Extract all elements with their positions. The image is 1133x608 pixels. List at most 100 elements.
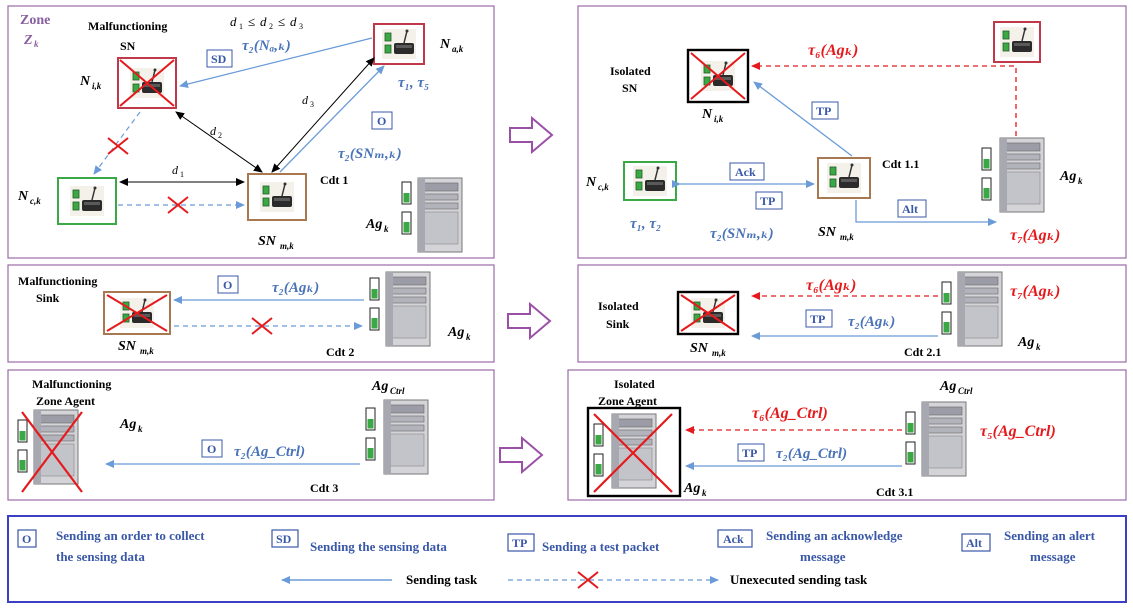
svg-text:2: 2: [269, 22, 273, 31]
zone-subscript: k: [34, 39, 39, 49]
svg-text:1: 1: [180, 170, 184, 179]
server-icon: [957, 271, 1003, 347]
nck-subscript: c,k: [30, 196, 41, 206]
node-sn-m-k: [103, 291, 171, 335]
cdt-11-label: Cdt 1.1: [882, 157, 919, 171]
agk-label: Ag: [1059, 169, 1076, 184]
distance-condition: d 1 ≤ d 2 ≤ d 3: [230, 14, 303, 31]
agk-subscript: k: [1036, 342, 1041, 352]
o-tag: O: [207, 442, 216, 456]
snm-subscript: m,k: [712, 348, 726, 358]
transition-arrow-icon: [507, 303, 551, 339]
isolated-label: Isolated: [614, 377, 655, 391]
cdt-3-label: Cdt 3: [310, 481, 338, 495]
nik-label: N: [701, 107, 713, 122]
zone-agent-failed: [17, 409, 83, 493]
node-n-c-k: [57, 177, 117, 225]
tau7-label: τ₇(Agₖ): [1010, 227, 1060, 244]
cdt-31-label: Cdt 3.1: [876, 485, 913, 499]
tp2-tag: TP: [760, 194, 775, 208]
d3-label: d: [302, 93, 309, 107]
tp-tag: TP: [816, 104, 831, 118]
transition-arrow-icon: [499, 437, 543, 473]
legend: O Sending an order to collect the sensin…: [7, 515, 1127, 603]
legend-alt-text-2: message: [1030, 549, 1076, 564]
malfunctioning-label: Malfunctioning: [88, 19, 167, 33]
ack-tag: Ack: [735, 165, 756, 179]
cdt-1-label: Cdt 1: [320, 173, 348, 187]
tau2-snm-label: τ₂(SNₘ,ₖ): [338, 146, 402, 162]
node-alert-target: [993, 21, 1041, 63]
malfunctioning-sn-label: SN: [120, 39, 136, 53]
legend-tp-tag: TP: [512, 536, 527, 550]
agctrl-subscript: Ctrl: [390, 386, 405, 396]
malfunctioning-label: Malfunctioning: [18, 274, 97, 288]
nck-label: N: [17, 189, 29, 204]
server-icon: [417, 177, 463, 253]
zone-label: Zone: [20, 13, 50, 28]
tau2-agctrl-label: τ₂(Ag_Ctrl): [234, 444, 305, 460]
svg-text:3: 3: [310, 100, 314, 109]
tau1-tau2-label: τ₁, τ₂: [630, 216, 661, 232]
o-tag: O: [223, 278, 232, 292]
node-n-c-k: [623, 161, 677, 201]
malfunctioning-sink-label: Sink: [36, 291, 60, 305]
snm-label: SN: [818, 225, 837, 240]
legend-ack-tag: Ack: [723, 532, 744, 546]
arrow-alt: [855, 200, 997, 226]
snm-label: SN: [690, 341, 709, 356]
nik-label: N: [79, 74, 91, 89]
node-n-a-k: [373, 23, 425, 65]
o-tag: O: [377, 114, 386, 128]
tau2-snm-label: τ₂(SNₘ,ₖ): [710, 226, 774, 242]
nak-label: N: [439, 37, 451, 52]
cdt-21-label: Cdt 2.1: [904, 345, 941, 359]
panel-isolated-zone-agent: Isolated Zone Agent Ag k Ag Ctrl Cdt 3.1…: [567, 369, 1127, 501]
agk-label: Ag: [447, 325, 464, 340]
snm-label: SN: [118, 339, 137, 354]
legend-o-text-2: the sensing data: [56, 549, 145, 564]
server-icon: [999, 137, 1045, 213]
nak-subscript: a,k: [452, 44, 464, 54]
tau5-label: τ₅(Ag_Ctrl): [980, 423, 1056, 440]
distance-condition-d1: d: [230, 14, 237, 29]
svg-text:≤: ≤: [248, 14, 255, 29]
legend-alt-tag: Alt: [966, 536, 982, 550]
legend-ack-text-1: Sending an acknowledge: [766, 528, 903, 543]
snm-subscript: m,k: [280, 241, 294, 251]
node-sn-m-k: [817, 157, 871, 199]
arrow-tp: [753, 81, 853, 157]
node-n-i-k: [117, 57, 177, 109]
node-sn-m-k: [247, 173, 307, 221]
malfunctioning-label: Malfunctioning: [32, 377, 111, 391]
d2-label: d: [210, 124, 217, 138]
node-n-i-k: [686, 48, 750, 104]
panel-malfunctioning-sink: Malfunctioning Sink SN m,k Ag k Cdt 2 O …: [7, 264, 495, 363]
tp-tag: TP: [742, 446, 757, 460]
server-icon: [921, 401, 967, 477]
zone-agent-isolated: [586, 406, 682, 498]
legend-ack-text-2: message: [800, 549, 846, 564]
d1-label: d: [172, 163, 179, 177]
cdt-2-label: Cdt 2: [326, 345, 354, 359]
tau7-label: τ₇(Agₖ): [1010, 283, 1060, 300]
agk-label: Ag: [119, 417, 136, 432]
legend-unexecuted-task: Unexecuted sending task: [730, 572, 868, 587]
legend-o-tag: O: [22, 532, 31, 546]
agctrl-subscript: Ctrl: [958, 386, 973, 396]
tau2-agk-label: τ₂(Agₖ): [848, 314, 895, 330]
transition-arrow-icon: [509, 117, 553, 153]
agk-subscript: k: [702, 488, 707, 498]
panel-isolated-sn: Isolated SN N i,k N c,k τ₁, τ₂ SN m,k Cd…: [577, 5, 1127, 259]
tau2-agctrl-label: τ₂(Ag_Ctrl): [776, 446, 847, 462]
isolated-label: Isolated: [598, 299, 639, 313]
snm-label: SN: [258, 234, 277, 249]
tau6-label: τ₆(Ag_Ctrl): [752, 405, 828, 422]
tau6-label: τ₆(Agₖ): [806, 277, 856, 294]
agctrl-label: Ag: [939, 379, 956, 394]
isolated-zone-agent-label: Zone Agent: [598, 394, 657, 408]
tp-tag: TP: [810, 312, 825, 326]
svg-text:d: d: [290, 14, 297, 29]
svg-text:1: 1: [239, 22, 243, 31]
